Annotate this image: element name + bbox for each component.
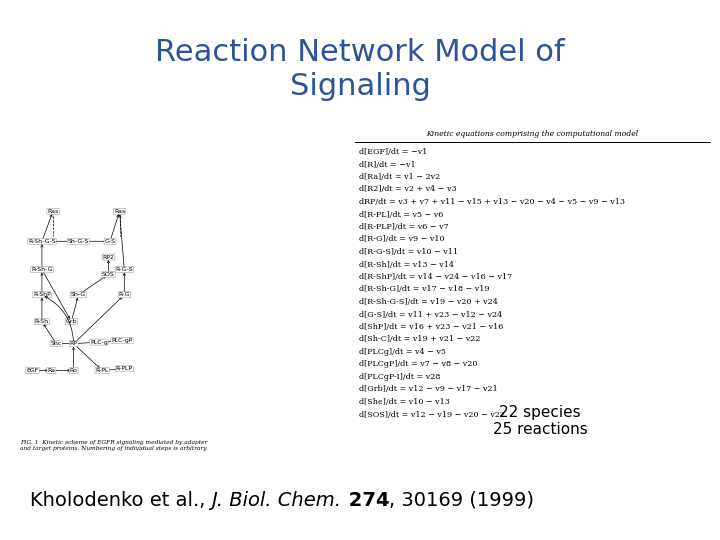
Text: Kholodenko et al.,: Kholodenko et al.,: [30, 491, 212, 510]
Text: d[EGF]/dt = −v1: d[EGF]/dt = −v1: [359, 148, 428, 156]
Text: Ro: Ro: [70, 368, 78, 373]
Text: d[SOS]/dt = v12 − v19 − v20 − v22: d[SOS]/dt = v12 − v19 − v20 − v22: [359, 410, 505, 418]
Text: Reaction Network Model of: Reaction Network Model of: [156, 38, 564, 67]
Text: Ras: Ras: [114, 209, 125, 214]
Text: d[Sh-C]/dt = v19 + v21 − v22: d[Sh-C]/dt = v19 + v21 − v22: [359, 335, 480, 343]
Text: R-Sh: R-Sh: [35, 319, 49, 324]
Text: SOS: SOS: [102, 272, 114, 277]
Text: Sh-G-S: Sh-G-S: [68, 239, 89, 244]
Text: J. Biol. Chem.: J. Biol. Chem.: [212, 491, 341, 510]
Text: Sh-G: Sh-G: [71, 292, 86, 298]
Text: d[R2]/dt = v2 + v4 − v3: d[R2]/dt = v2 + v4 − v3: [359, 186, 456, 193]
Text: Ras: Ras: [48, 209, 58, 214]
Text: d[R-PL]/dt = v5 − v6: d[R-PL]/dt = v5 − v6: [359, 211, 444, 219]
Text: d[R-Sh-G]/dt = v17 − v18 − v19: d[R-Sh-G]/dt = v17 − v18 − v19: [359, 286, 490, 294]
Text: PLC-g: PLC-g: [90, 340, 108, 345]
Text: Shc: Shc: [50, 341, 62, 346]
Text: Grb: Grb: [66, 319, 77, 324]
Text: d[G-S]/dt = v11 + v23 − v12 − v24: d[G-S]/dt = v11 + v23 − v12 − v24: [359, 310, 503, 319]
Text: d[R]/dt = −v1: d[R]/dt = −v1: [359, 160, 415, 168]
Text: Signaling: Signaling: [289, 72, 431, 101]
Text: d[R-G]/dt = v9 − v10: d[R-G]/dt = v9 − v10: [359, 235, 444, 244]
Text: , 30169 (1999): , 30169 (1999): [389, 491, 534, 510]
Text: Kinetic equations comprising the computational model: Kinetic equations comprising the computa…: [426, 130, 639, 138]
Text: R-Sh-G: R-Sh-G: [31, 267, 53, 272]
Text: G-S: G-S: [104, 239, 115, 244]
Text: RP: RP: [70, 341, 78, 346]
Text: d[Ra]/dt = v1 − 2v2: d[Ra]/dt = v1 − 2v2: [359, 173, 440, 181]
Text: d[PLCgP-I]/dt = v28: d[PLCgP-I]/dt = v28: [359, 373, 441, 381]
Text: R-ShP: R-ShP: [33, 292, 51, 298]
Text: d[R-ShP]/dt = v14 − v24 − v16 − v17: d[R-ShP]/dt = v14 − v24 − v16 − v17: [359, 273, 512, 281]
Text: 22 species: 22 species: [499, 405, 581, 420]
Text: d[ShP]/dt = v16 + v23 − v21 − v16: d[ShP]/dt = v16 + v23 − v21 − v16: [359, 323, 503, 331]
Text: 274: 274: [341, 491, 389, 510]
Text: d[R-Sh-G-S]/dt = v19 − v20 + v24: d[R-Sh-G-S]/dt = v19 − v20 + v24: [359, 298, 498, 306]
Text: FIG. 1  Kinetic scheme of EGFR signaling mediated by adapter
and target proteins: FIG. 1 Kinetic scheme of EGFR signaling …: [20, 440, 208, 451]
Text: d[PLCg]/dt = v4 − v5: d[PLCg]/dt = v4 − v5: [359, 348, 446, 356]
Text: R-PL: R-PL: [96, 368, 109, 373]
Text: R-G-S: R-G-S: [115, 267, 133, 272]
Text: R-Sh-G-S: R-Sh-G-S: [28, 239, 55, 244]
Text: d[R-PLP]/dt = v6 − v7: d[R-PLP]/dt = v6 − v7: [359, 223, 449, 231]
Text: d[R-Sh]/dt = v13 − v14: d[R-Sh]/dt = v13 − v14: [359, 260, 454, 268]
Text: d[R-G-S]/dt = v10 − v11: d[R-G-S]/dt = v10 − v11: [359, 248, 458, 256]
Text: R-PLP: R-PLP: [116, 366, 132, 372]
Text: dRP/dt = v3 + v7 + v11 − v15 + v13 − v20 − v4 − v5 − v9 − v13: dRP/dt = v3 + v7 + v11 − v15 + v13 − v20…: [359, 198, 625, 206]
Text: EGF: EGF: [26, 368, 39, 373]
Text: Ra: Ra: [48, 368, 55, 373]
Text: PLC-gP: PLC-gP: [112, 338, 132, 343]
Text: R-G: R-G: [119, 292, 130, 298]
Text: RP2: RP2: [102, 254, 114, 260]
Text: d[She]/dt = v10 − v13: d[She]/dt = v10 − v13: [359, 398, 450, 406]
Text: d[Grb]/dt = v12 − v9 − v17 − v21: d[Grb]/dt = v12 − v9 − v17 − v21: [359, 386, 498, 394]
Text: d[PLCgP]/dt = v7 − v8 − v20: d[PLCgP]/dt = v7 − v8 − v20: [359, 361, 477, 368]
Text: 25 reactions: 25 reactions: [492, 422, 588, 437]
